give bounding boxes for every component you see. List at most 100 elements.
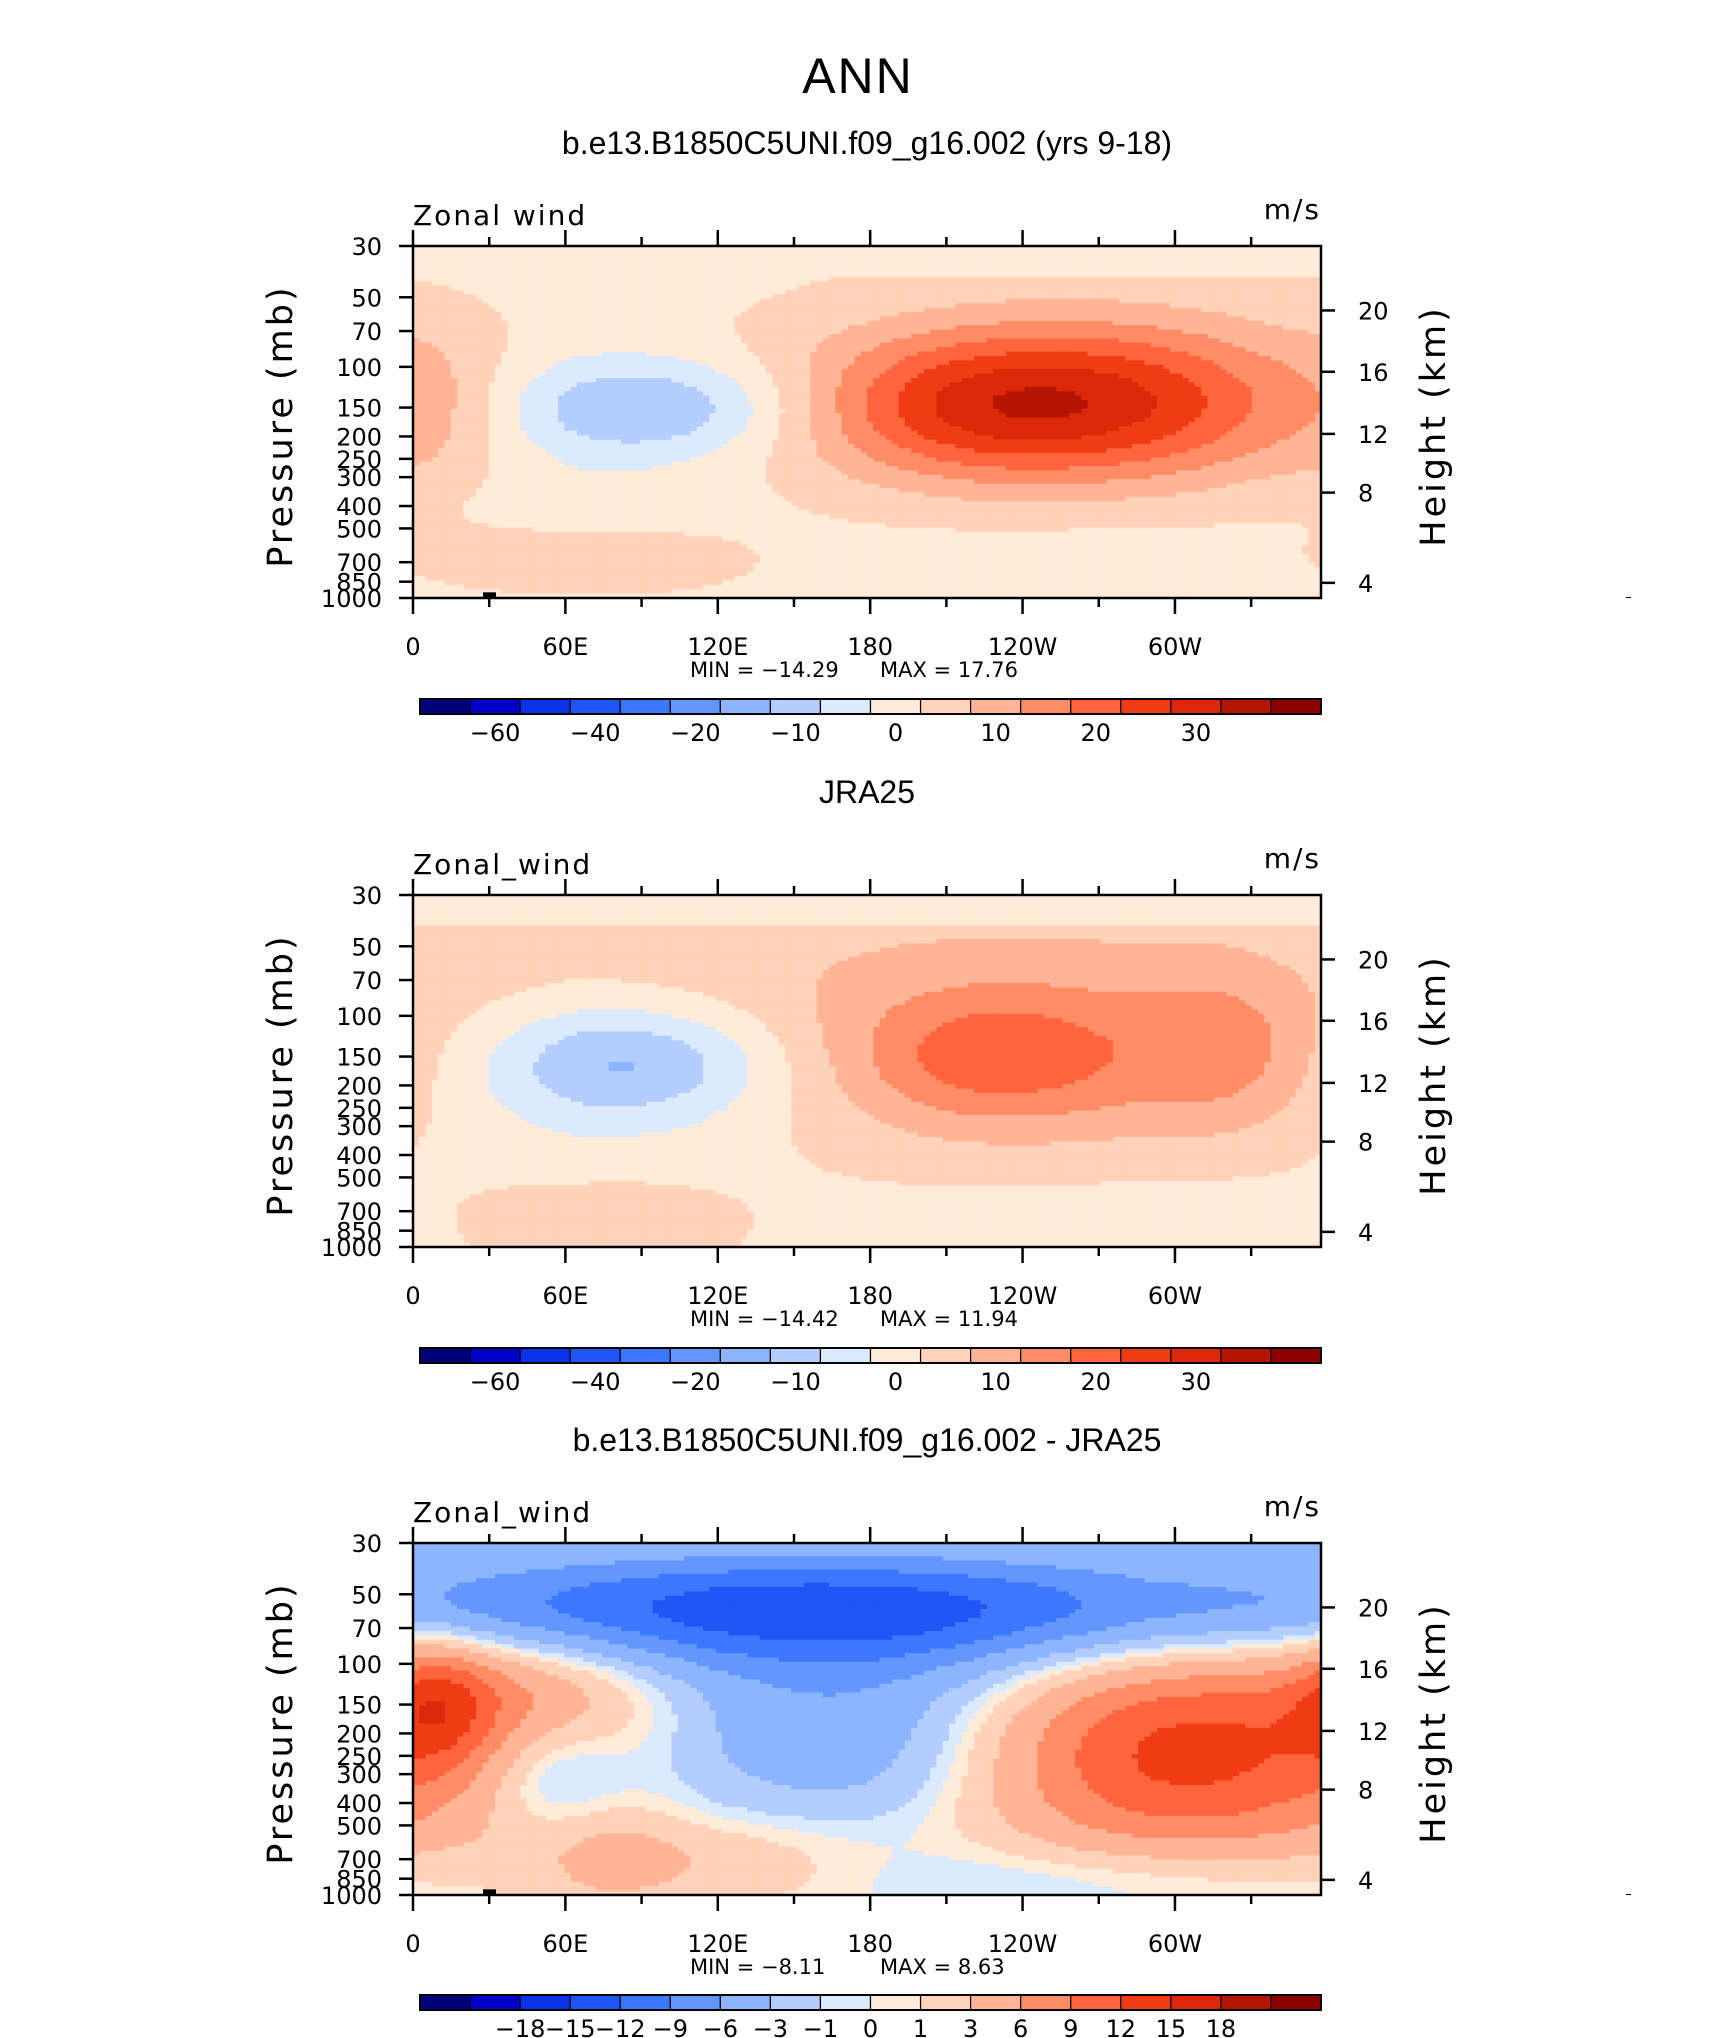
max-label: MAX = 8.63 <box>880 1955 1005 1979</box>
y-right-tick-label: 4 <box>1358 1219 1373 1247</box>
colorbar-label: 3 <box>963 2015 978 2038</box>
colorbar-swatch <box>1020 698 1072 715</box>
y-tick-label: 50 <box>351 1581 382 1609</box>
colorbar-swatch <box>919 1347 972 1364</box>
min-label: MIN = −8.11 <box>690 1955 825 1979</box>
colorbar-label: 0 <box>888 1368 903 1396</box>
y-tick-label: 100 <box>336 354 382 382</box>
colorbar-swatch <box>919 698 972 715</box>
y-tick-label: 1000 <box>321 1882 382 1910</box>
variable-label: Zonal_wind <box>413 1496 592 1529</box>
colorbar-label: 12 <box>1106 2015 1137 2038</box>
units-label: m/s <box>1264 1490 1321 1523</box>
colorbar-swatch <box>469 1347 521 1364</box>
colorbar-swatch <box>669 1347 721 1364</box>
colorbar-label: −9 <box>653 2015 688 2038</box>
x-tick-label: 120E <box>687 1282 748 1310</box>
colorbar-swatch <box>1170 1347 1222 1364</box>
contour-field <box>413 1543 1321 1895</box>
colorbar-label: −60 <box>470 1368 521 1396</box>
colorbar-frame <box>419 1994 1322 2011</box>
panel-title: b.e13.B1850C5UNI.f09_g16.002 - JRA25 <box>573 1422 1162 1458</box>
y-tick-label: 300 <box>336 1113 382 1141</box>
topography-block <box>1626 1893 1631 1895</box>
y-tick-label: 850 <box>336 569 382 597</box>
panel-2: JRA25 Zonal_wind m/s 0 60E 120E 180 120W 60W 30 50… <box>261 774 1454 1396</box>
colorbar-label: 30 <box>1181 719 1212 747</box>
colorbar-swatch <box>1020 1994 1072 2011</box>
y-tick-label: 250 <box>336 446 382 474</box>
colorbar-swatch <box>719 1994 771 2011</box>
y-tick-label: 50 <box>351 933 382 961</box>
y-tick-label: 1000 <box>321 1234 382 1262</box>
colorbar-label: −15 <box>545 2015 596 2038</box>
topography-block <box>483 1889 496 1895</box>
colorbar: −18 −15 −12 −9 −6 −3 −1 0 1 3 6 9 12 15 18 <box>419 1994 1322 2038</box>
y-right-tick-label: 12 <box>1358 1070 1389 1098</box>
panel-3: b.e13.B1850C5UNI.f09_g16.002 - JRA25 Zona… <box>261 1422 1631 2038</box>
colorbar: −60 −40 −20 −10 0 10 20 30 <box>419 698 1322 747</box>
y-right-tick-label: 8 <box>1358 1129 1373 1157</box>
y-right-tick-label: 4 <box>1358 570 1373 598</box>
topography-block <box>483 592 496 598</box>
colorbar-swatch <box>569 1347 621 1364</box>
x-axis: 0 60E 120E 180 120W 60W <box>405 1527 1253 1958</box>
y-axis-title: Pressure (mb) <box>261 284 301 567</box>
y-right-tick-label: 12 <box>1358 1718 1389 1746</box>
colorbar-swatch <box>419 1994 471 2011</box>
colorbar-swatch <box>719 698 771 715</box>
y-tick-label: 850 <box>336 1218 382 1246</box>
colorbar-label: −10 <box>770 1368 821 1396</box>
colorbar-label: −6 <box>703 2015 738 2038</box>
colorbar-swatch <box>619 1347 671 1364</box>
colorbar-label: 15 <box>1156 2015 1187 2038</box>
colorbar-swatch <box>619 1994 671 2011</box>
colorbar-swatch <box>669 1994 721 2011</box>
colorbar-swatch <box>419 698 471 715</box>
y-tick-label: 500 <box>336 1164 382 1192</box>
colorbar-label: −40 <box>570 719 621 747</box>
plot-frame <box>411 1541 1323 1897</box>
colorbar-swatch <box>1220 698 1272 715</box>
y-axis-title: Pressure (mb) <box>261 933 301 1216</box>
y-right-axis-title: Height (km) <box>1414 954 1454 1196</box>
colorbar-swatch <box>1070 1994 1122 2011</box>
units-label: m/s <box>1264 193 1321 226</box>
y-tick-label: 200 <box>336 423 382 451</box>
y-tick-label: 300 <box>336 1761 382 1789</box>
max-label: MAX = 17.76 <box>880 658 1018 682</box>
colorbar-frame <box>419 1347 1322 1364</box>
variable-label: Zonal_wind <box>413 848 592 881</box>
colorbar-swatch <box>769 698 822 715</box>
colorbar-swatch <box>569 1994 621 2011</box>
colorbar-label: 10 <box>980 719 1011 747</box>
colorbar-swatch <box>1070 698 1122 715</box>
x-tick-label: 180 <box>847 633 893 661</box>
x-tick-label: 120E <box>687 633 748 661</box>
x-tick-label: 180 <box>847 1930 893 1958</box>
y-tick-label: 100 <box>336 1003 382 1031</box>
colorbar-label: 1 <box>913 2015 928 2038</box>
y-tick-label: 30 <box>351 233 382 261</box>
colorbar-swatch <box>619 698 671 715</box>
y-tick-label: 700 <box>336 1198 382 1226</box>
colorbar-swatch <box>569 698 621 715</box>
colorbar-swatch <box>1170 1994 1222 2011</box>
y-right-tick-label: 20 <box>1358 1594 1389 1622</box>
colorbar-swatch <box>869 698 922 715</box>
colorbar-swatch <box>669 698 721 715</box>
colorbar-swatch <box>970 1994 1022 2011</box>
x-tick-label: 120W <box>988 1930 1058 1958</box>
y-right-tick-label: 20 <box>1358 946 1389 974</box>
colorbar-label: 9 <box>1063 2015 1078 2038</box>
y-right-tick-label: 16 <box>1358 1656 1389 1684</box>
colorbar-label: −3 <box>753 2015 788 2038</box>
colorbar-swatch <box>769 1994 822 2011</box>
y-tick-label: 700 <box>336 549 382 577</box>
y-tick-label: 100 <box>336 1651 382 1679</box>
contour-field <box>413 246 1321 598</box>
colorbar-swatch <box>519 698 571 715</box>
